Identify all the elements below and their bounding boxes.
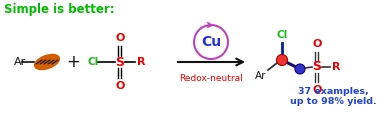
Text: R: R	[137, 57, 146, 67]
Ellipse shape	[34, 54, 59, 70]
Text: Redox-neutral: Redox-neutral	[179, 74, 243, 83]
Text: O: O	[115, 81, 125, 91]
Text: up to 98% yield.: up to 98% yield.	[290, 97, 376, 106]
Text: Cu: Cu	[201, 35, 221, 49]
Circle shape	[295, 64, 305, 74]
Text: S: S	[116, 55, 124, 69]
Text: +: +	[66, 53, 80, 71]
Circle shape	[276, 55, 288, 65]
Text: Cl: Cl	[276, 30, 288, 40]
Text: Ar: Ar	[14, 57, 26, 67]
Text: Cl: Cl	[88, 57, 99, 67]
Text: Ar: Ar	[254, 71, 266, 81]
Text: 37 examples,: 37 examples,	[297, 87, 369, 96]
Text: S: S	[313, 60, 322, 74]
Text: O: O	[312, 85, 322, 95]
Text: Simple is better:: Simple is better:	[4, 3, 115, 16]
Text: R: R	[332, 62, 341, 72]
Text: O: O	[115, 33, 125, 43]
Text: O: O	[312, 39, 322, 49]
